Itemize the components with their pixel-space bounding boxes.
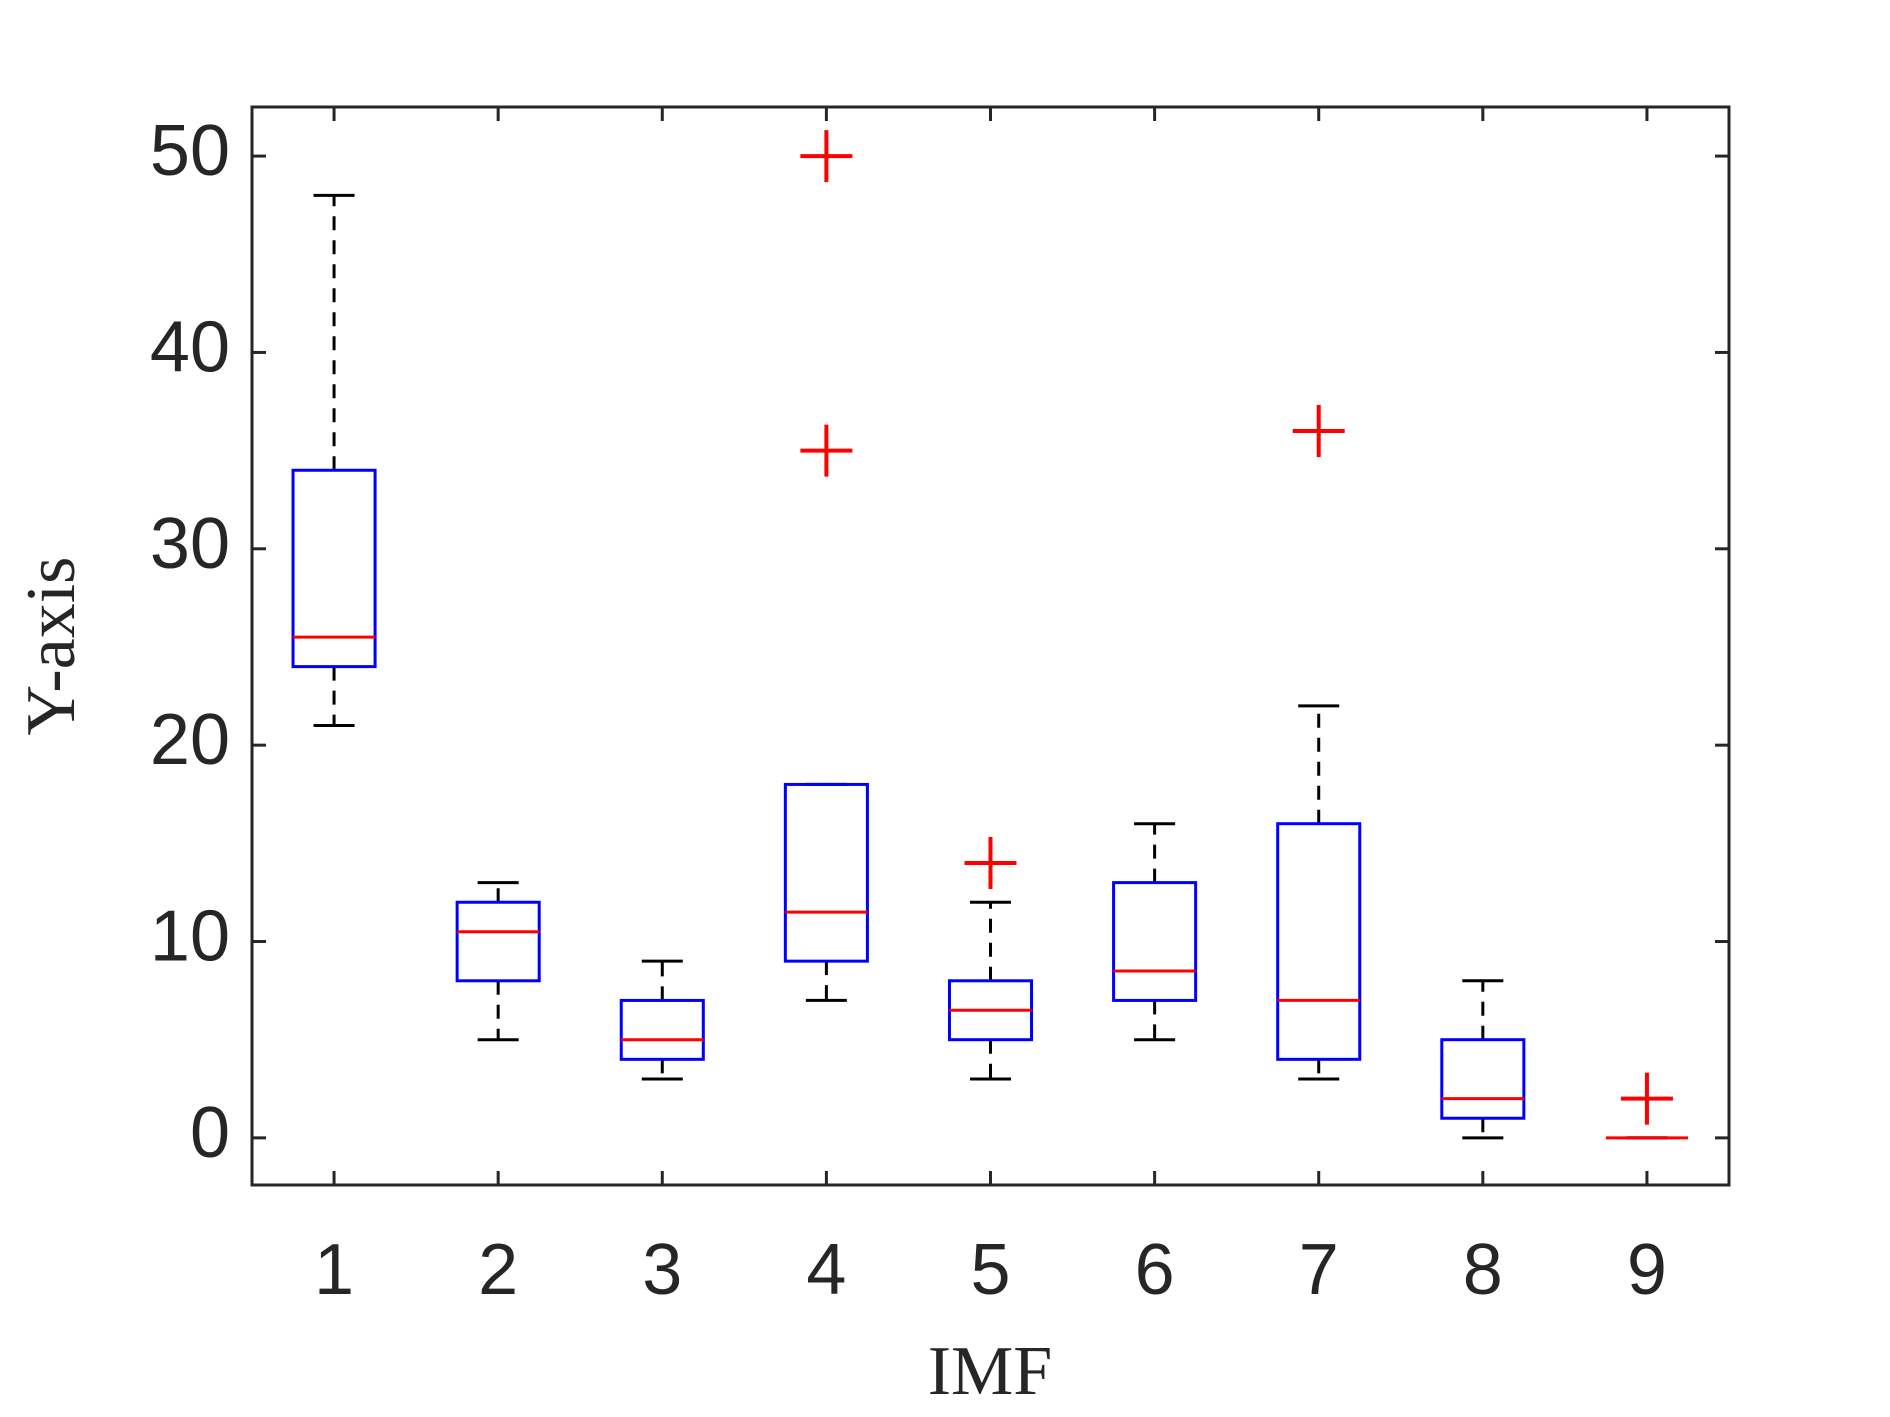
x-axis-label: IMF (928, 1333, 1052, 1410)
x-tick-label: 6 (1135, 1230, 1175, 1310)
outlier (964, 836, 1017, 889)
x-tick-label: 7 (1299, 1230, 1339, 1310)
box (1440, 1038, 1526, 1120)
x-tick-label: 1 (314, 1230, 354, 1310)
y-tick-label: 30 (150, 504, 230, 584)
box (455, 900, 541, 983)
box (291, 468, 377, 669)
outlier (800, 130, 853, 183)
outlier (1292, 404, 1345, 457)
x-tick-label: 8 (1463, 1230, 1503, 1310)
x-tick-label: 4 (806, 1230, 846, 1310)
outlier (1620, 1072, 1673, 1125)
x-tick-label: 5 (970, 1230, 1010, 1310)
box (1276, 822, 1362, 1061)
x-tick-label: 3 (642, 1230, 682, 1310)
box (1112, 881, 1198, 1002)
y-tick-label: 10 (150, 897, 230, 977)
y-tick-label: 50 (150, 111, 230, 191)
y-tick-label: 40 (150, 307, 230, 387)
x-tick-label: 9 (1627, 1230, 1667, 1310)
y-axis-label: Y-axis (13, 557, 90, 736)
plot-frame (250, 105, 1731, 1187)
outlier (800, 424, 853, 477)
y-tick-label: 20 (150, 700, 230, 780)
box (619, 998, 705, 1061)
y-tick-label: 0 (190, 1093, 230, 1173)
x-tick-label: 2 (478, 1230, 518, 1310)
box (783, 782, 869, 963)
